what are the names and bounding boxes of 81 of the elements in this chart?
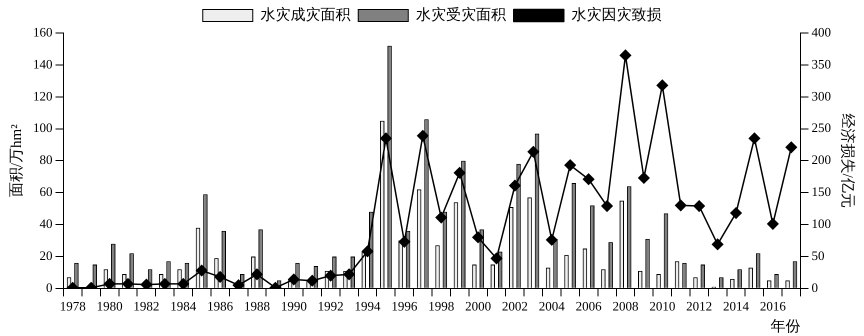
point [140, 278, 152, 288]
x-tick-label: 2012 [686, 298, 712, 314]
y2-tick-label: 400 [812, 24, 831, 40]
point [122, 278, 134, 288]
point [306, 274, 318, 286]
point [362, 246, 374, 258]
y-tick-label: 80 [40, 152, 52, 168]
x-tick-label: 1984 [170, 298, 197, 314]
point [638, 172, 650, 184]
x-tick-label: 1980 [96, 298, 123, 314]
y2-tick-label: 200 [812, 152, 831, 168]
x-tick-label: 1982 [133, 298, 160, 314]
point [196, 264, 208, 276]
point [786, 142, 798, 154]
legend-label: 水灾因灾致损 [571, 6, 662, 24]
point [601, 200, 613, 212]
y-axis-title: 面积/万hm² [8, 124, 25, 198]
point [509, 180, 521, 192]
point [546, 234, 558, 246]
point [214, 271, 226, 283]
point [380, 132, 392, 144]
point [324, 270, 336, 282]
y-tick-label: 100 [33, 120, 52, 136]
point [398, 236, 410, 248]
point [620, 50, 632, 62]
point [435, 212, 447, 224]
y-tick-label: 160 [33, 24, 52, 40]
point [343, 268, 355, 280]
x-tick-label: 1988 [244, 298, 270, 314]
x-tick-label: 1994 [354, 298, 382, 314]
y2-tick-label: 50 [812, 248, 824, 263]
point [674, 200, 686, 212]
legend-label: 水灾成灾面积 [260, 6, 350, 24]
point [656, 80, 668, 92]
x-tick-label: 2004 [538, 298, 566, 314]
point [454, 167, 466, 179]
x-tick-label: 2016 [760, 298, 786, 314]
x-tick-label: 1986 [207, 298, 234, 314]
point [251, 268, 263, 280]
point [767, 218, 779, 230]
point [582, 173, 594, 185]
x-tick-label: 2006 [576, 298, 602, 314]
y-tick-label: 20 [40, 248, 52, 263]
x-tick-label: 1996 [391, 298, 418, 314]
y-tick-label: 40 [40, 216, 52, 231]
point [730, 207, 742, 219]
y2-tick-label: 250 [812, 120, 831, 136]
point [232, 279, 244, 288]
x-tick-label: 2014 [723, 298, 750, 314]
x-tick-label: 1978 [60, 298, 86, 314]
point [693, 200, 705, 212]
x-tick-label: 1990 [280, 298, 307, 314]
x-axis-title: 年份 [770, 318, 800, 335]
point [159, 278, 171, 288]
y2-tick-label: 300 [812, 88, 831, 104]
y2-tick-label: 350 [812, 56, 831, 72]
y-tick-label: 60 [40, 184, 52, 200]
point [748, 132, 760, 144]
x-tick-label: 2010 [649, 298, 676, 314]
y2-axis-title: 经济损失/亿元 [839, 114, 856, 208]
point [490, 252, 502, 264]
legend-label: 水灾受灾面积 [416, 6, 506, 24]
y2-tick-label: 0 [812, 280, 818, 295]
x-tick-label: 2002 [502, 298, 528, 314]
y-tick-label: 0 [46, 280, 52, 295]
point [104, 278, 116, 288]
point [472, 232, 484, 244]
x-tick-label: 2008 [612, 298, 638, 314]
point [417, 130, 429, 142]
x-tick-label: 1998 [428, 298, 454, 314]
point [178, 278, 190, 288]
point [288, 274, 300, 286]
x-tick-label: 1992 [318, 298, 344, 314]
x-tick-label: 2000 [465, 298, 492, 314]
point [712, 238, 724, 250]
y2-tick-label: 150 [812, 184, 831, 200]
point [564, 159, 576, 171]
y-tick-label: 120 [33, 88, 52, 104]
y2-tick-label: 100 [812, 216, 831, 231]
y-tick-label: 140 [33, 56, 52, 72]
point [528, 146, 540, 158]
